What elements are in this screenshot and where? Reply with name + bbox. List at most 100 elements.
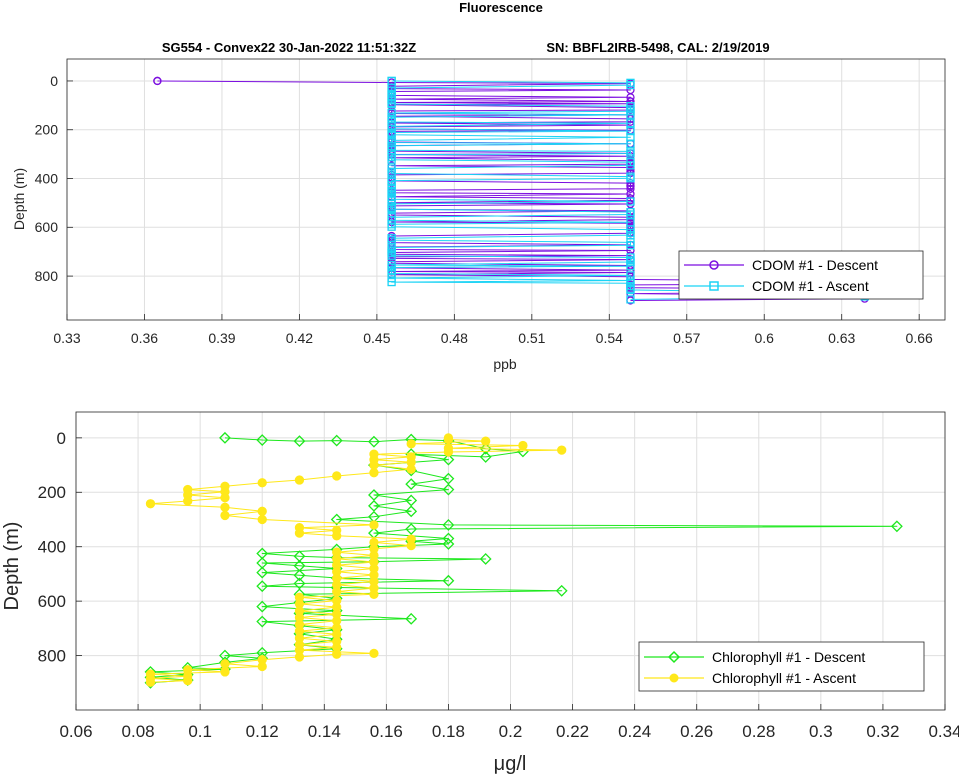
cdom-ascent-point: [387, 269, 396, 278]
chlorophyll-ascent-point: [406, 452, 416, 462]
cdom-chart: 0.33 0.36 0.39 0.42 0.45 0.48 0.51 0.54 0.57 0.6 0…: [11, 58, 946, 372]
cdom-ascent-point: [626, 80, 635, 90]
chlorophyll-xtick-label: 0.22: [556, 722, 589, 741]
cdom-xtick-label: 0.39: [208, 330, 235, 346]
chlorophyll-descent-point: [442, 453, 455, 466]
cdom-ylabel: Depth (m): [11, 168, 27, 230]
chlorophyll-ascent-point: [406, 439, 416, 449]
chlorophyll-xtick-label: 0.18: [432, 722, 465, 741]
chlorophyll-descent-point: [442, 483, 455, 496]
cdom-ascent-point: [387, 130, 396, 139]
cdom-xtick-label: 0.6: [755, 330, 775, 346]
chlorophyll-ascent-point: [220, 659, 230, 669]
chlorophyll-legend-label-descent: Chlorophyll #1 - Descent: [712, 649, 865, 665]
cdom-xtick-label: 0.33: [53, 330, 80, 346]
cdom-ascent-point: [626, 139, 635, 148]
chlorophyll-xtick-label: 0.08: [122, 722, 155, 741]
chlorophyll-xtick-label: 0.06: [59, 722, 92, 741]
chlorophyll-ascent-point: [183, 665, 193, 675]
chlorophyll-xtick-label: 0.34: [928, 722, 959, 741]
chlorophyll-descent-point: [219, 431, 231, 444]
chlorophyll-xlabel: μg/l: [494, 753, 527, 775]
cdom-ytick-label: 200: [35, 122, 59, 138]
chlorophyll-descent-point: [479, 450, 492, 463]
chlorophyll-ascent-point: [406, 534, 416, 544]
cdom-ytick-label: 0: [50, 73, 58, 89]
chlorophyll-series-line: [150, 437, 563, 683]
chlorophyll-ascent-point: [257, 478, 267, 488]
chlorophyll-descent-point: [256, 600, 269, 613]
cdom-ascent-point: [626, 119, 635, 128]
chlorophyll-descent-point: [442, 519, 455, 531]
chlorophyll-descent-point: [405, 612, 418, 625]
chlorophyll-descent-point: [256, 566, 269, 579]
cdom-legend-label-descent: CDOM #1 - Descent: [752, 257, 878, 273]
chlorophyll-legend-label-ascent: Chlorophyll #1 - Ascent: [712, 670, 856, 686]
chlorophyll-ascent-point: [257, 655, 267, 665]
chlorophyll-xtick-label: 0.16: [370, 722, 403, 741]
cdom-ascent-point: [626, 210, 635, 219]
chlorophyll-ascent-point: [369, 468, 379, 478]
chlorophyll-descent-point: [330, 434, 343, 447]
cdom-xtick-label: 0.63: [828, 330, 855, 346]
chlorophyll-descent-point: [442, 538, 455, 550]
chlorophyll-descent-point: [405, 505, 418, 518]
figure-subtitle-left: SG554 - Convex22 30-Jan-2022 11:51:32Z: [162, 40, 416, 55]
chlorophyll-descent-point: [293, 569, 306, 582]
chlorophyll-ascent-point: [332, 525, 342, 536]
chlorophyll-ascent-point: [332, 547, 342, 557]
chlorophyll-descent-point: [256, 434, 269, 446]
chlorophyll-ascent-point: [369, 648, 379, 659]
cdom-series: [153, 76, 869, 305]
chlorophyll-descent-point: [293, 435, 306, 448]
chlorophyll-ascent-point: [220, 510, 230, 521]
cdom-ascent-point: [387, 155, 396, 164]
chlorophyll-ascent-point: [294, 475, 305, 485]
cdom-ticks: 0.33 0.36 0.39 0.42 0.45 0.48 0.51 0.54 0.57 0.6 0…: [35, 73, 933, 346]
chlorophyll-xtick-label: 0.32: [866, 722, 899, 741]
cdom-xtick-label: 0.66: [906, 330, 933, 346]
chlorophyll-ytick-label: 200: [38, 483, 66, 502]
cdom-ascent-point: [626, 197, 635, 206]
chlorophyll-xtick-label: 0.26: [680, 722, 713, 741]
chlorophyll-ascent-point: [443, 443, 454, 453]
cdom-xtick-label: 0.57: [673, 330, 700, 346]
chlorophyll-xtick-label: 0.2: [499, 722, 523, 741]
cdom-descent-point: [153, 76, 162, 86]
cdom-xtick-label: 0.42: [286, 330, 313, 346]
chlorophyll-legend-marker-descent: [667, 650, 681, 664]
chlorophyll-legend-marker-ascent: [669, 673, 679, 683]
cdom-xtick-label: 0.51: [518, 330, 545, 346]
cdom-ascent-point: [387, 108, 396, 118]
chlorophyll-descent-point: [479, 553, 492, 565]
chlorophyll-ticks: 0.06 0.08 0.1 0.12 0.14 0.16 0.18 0.2 0.22 0.24 0.…: [38, 429, 959, 741]
chlorophyll-ascent-point: [183, 484, 193, 495]
cdom-ytick-label: 400: [35, 170, 59, 186]
chlorophyll-xtick-label: 0.28: [742, 722, 775, 741]
chlorophyll-ascent-point: [518, 440, 528, 451]
cdom-series-ascent: [387, 76, 869, 304]
chlorophyll-xtick-label: 0.14: [308, 722, 341, 741]
cdom-descent-point: [626, 184, 635, 193]
cdom-ascent-point: [626, 271, 635, 280]
cdom-ascent-point: [626, 110, 635, 119]
chlorophyll-ascent-point: [145, 669, 156, 679]
chlorophyll-xtick-label: 0.12: [246, 722, 279, 741]
cdom-ascent-point: [387, 204, 396, 214]
chlorophyll-ascent-point: [481, 436, 491, 446]
cdom-legend: CDOM #1 - Descent CDOM #1 - Ascent: [678, 250, 924, 300]
chlorophyll-descent-point: [405, 478, 418, 491]
cdom-ascent-point: [626, 285, 635, 295]
cdom-ascent-point: [387, 277, 396, 287]
chlorophyll-ascent-point: [294, 592, 305, 602]
cdom-legend-label-ascent: CDOM #1 - Ascent: [752, 278, 869, 294]
chlorophyll-descent-point: [405, 523, 418, 535]
chlorophyll-ytick-label: 0: [57, 429, 66, 448]
chlorophyll-ascent-point: [294, 523, 305, 533]
figure-subtitle-right: SN: BBFL2IRB-5498, CAL: 2/19/2019: [546, 40, 769, 55]
cdom-legend-marker-descent: [709, 260, 719, 270]
chlorophyll-descent-point: [330, 513, 343, 526]
chlorophyll-ytick-label: 600: [38, 592, 66, 611]
chlorophyll-ascent-point: [443, 433, 454, 443]
